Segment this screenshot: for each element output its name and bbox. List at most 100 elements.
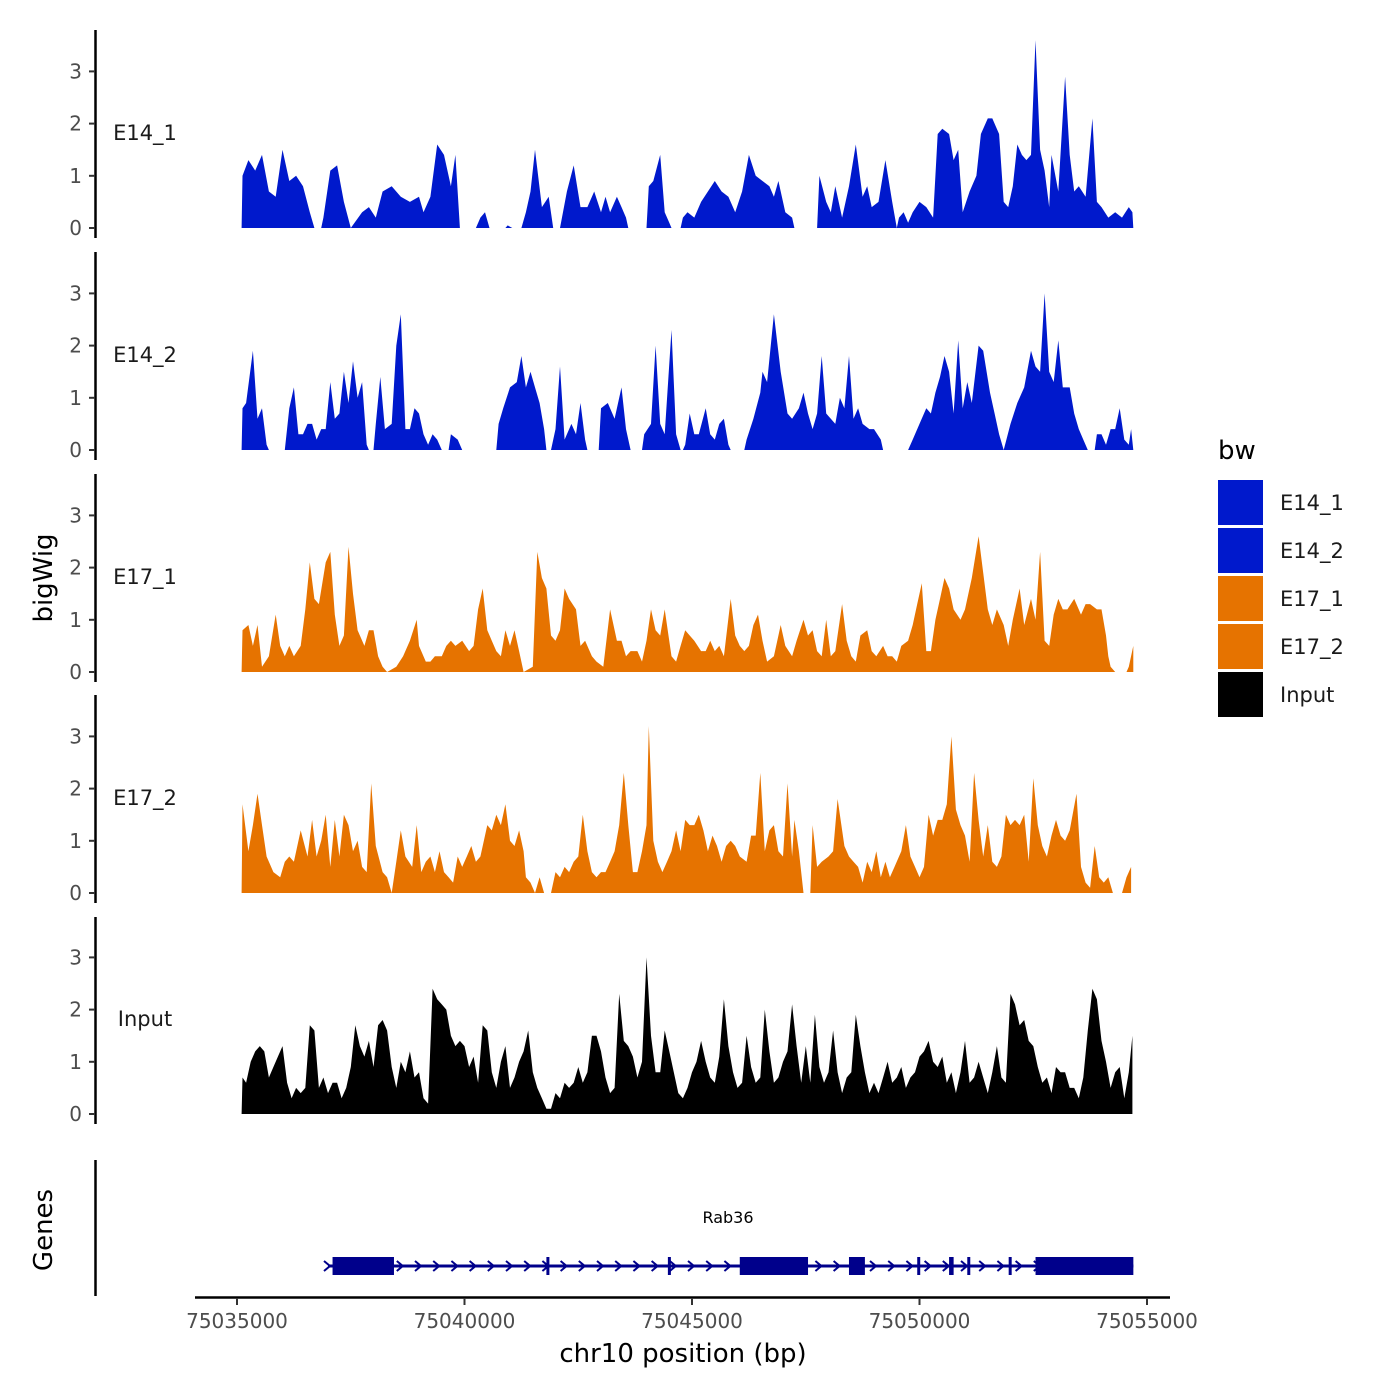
- signal-area: [241, 40, 1134, 228]
- y-tick-label: 1: [69, 829, 82, 853]
- gene-exon: [1035, 1257, 1134, 1275]
- legend-item-e14-2: E14_2: [1218, 528, 1344, 573]
- track-e14-1: 0 1 2 3 E14_1: [69, 30, 1134, 240]
- legend: bw E14_1 E14_2 E17_1 E17_2 Input: [1218, 436, 1344, 717]
- track-e14-2: 0 1 2 3 E14_2: [69, 252, 1134, 462]
- signal-area: [241, 293, 1134, 450]
- gene-exon: [967, 1257, 971, 1275]
- legend-label: E14_2: [1280, 539, 1344, 564]
- gene-exon: [1008, 1257, 1012, 1275]
- strand-arrow: [414, 1260, 423, 1272]
- legend-label: E17_1: [1280, 587, 1344, 612]
- y-tick-label: 0: [69, 1102, 82, 1126]
- strand-arrow: [832, 1260, 842, 1272]
- track-e17-1: 0 1 2 3 E17_1: [69, 474, 1134, 684]
- y-tick-label: 2: [69, 777, 82, 801]
- y-tick-label: 1: [69, 164, 82, 188]
- track-label: E17_1: [113, 565, 177, 590]
- strand-arrow: [723, 1260, 732, 1272]
- y-tick-label: 3: [69, 945, 82, 969]
- strand-arrow: [487, 1260, 496, 1272]
- y-axis-title: bigWig: [29, 533, 59, 622]
- legend-swatch: [1218, 624, 1263, 669]
- legend-item-e17-1: E17_1: [1218, 576, 1344, 621]
- gene-exon: [332, 1257, 394, 1275]
- track-label: E14_1: [113, 121, 177, 146]
- gene-model-rab36: [323, 1257, 1134, 1275]
- legend-label: E14_1: [1280, 491, 1344, 516]
- strand-arrow: [1014, 1260, 1024, 1272]
- y-tick-label: 1: [69, 1050, 82, 1074]
- signal-tracks: 0 1 2 3 E14_1 0 1 2 3 E14_2 0 1 2 3 E17_1 0 1 2 3 E17_2 0 1 2 3…: [69, 30, 1134, 1126]
- signal-area: [241, 957, 1133, 1114]
- strand-arrow: [523, 1260, 532, 1272]
- y-tick-label: 3: [69, 503, 82, 527]
- signal-area: [241, 536, 1134, 672]
- strand-arrow: [942, 1260, 951, 1272]
- y-tick-label: 2: [69, 998, 82, 1022]
- gene-exon: [949, 1257, 954, 1275]
- x-tick-label: 75035000: [186, 1309, 288, 1333]
- strand-arrow: [705, 1260, 714, 1272]
- gene-label-rab36: Rab36: [702, 1208, 753, 1227]
- strand-arrow: [505, 1260, 514, 1272]
- strand-arrow: [669, 1260, 678, 1272]
- x-axis: 75035000 75040000 75045000 75050000 75055000…: [186, 1296, 1198, 1369]
- strand-arrow: [923, 1260, 933, 1272]
- x-tick-label: 75055000: [1096, 1309, 1198, 1333]
- legend-item-input: Input: [1218, 672, 1334, 717]
- y-tick-label: 3: [69, 724, 82, 748]
- y-tick-label: 1: [69, 386, 82, 410]
- strand-arrow: [450, 1260, 459, 1272]
- strand-arrow: [614, 1260, 623, 1272]
- strand-arrow: [432, 1260, 441, 1272]
- legend-swatch: [1218, 528, 1263, 573]
- y-tick-label: 1: [69, 608, 82, 632]
- strand-arrow: [996, 1260, 1005, 1272]
- x-tick-label: 75045000: [641, 1309, 743, 1333]
- strand-arrow: [687, 1260, 696, 1272]
- legend-swatch: [1218, 672, 1263, 717]
- strand-arrow: [578, 1260, 587, 1272]
- track-input: 0 1 2 3 Input: [69, 917, 1133, 1126]
- track-label: E14_2: [113, 343, 177, 368]
- track-label: E17_2: [113, 786, 177, 811]
- strand-arrow: [814, 1260, 823, 1272]
- strand-arrow: [887, 1260, 896, 1272]
- y-tick-label: 2: [69, 334, 82, 358]
- legend-swatch: [1218, 480, 1263, 525]
- x-axis-title: chr10 position (bp): [559, 1339, 806, 1369]
- gene-exon: [917, 1257, 921, 1275]
- gene-exon: [546, 1257, 550, 1275]
- strand-arrow: [632, 1260, 641, 1272]
- y-tick-label: 0: [69, 660, 82, 684]
- strand-arrow: [396, 1260, 405, 1272]
- strand-arrow: [323, 1260, 332, 1272]
- y-tick-label: 2: [69, 556, 82, 580]
- y-tick-label: 0: [69, 216, 82, 240]
- legend-label: E17_2: [1280, 635, 1344, 660]
- strand-arrow: [596, 1260, 605, 1272]
- strand-arrow: [905, 1260, 914, 1272]
- legend-title: bw: [1218, 436, 1256, 466]
- genes-axis-title: Genes: [29, 1189, 59, 1271]
- strand-arrow: [869, 1260, 878, 1272]
- strand-arrow: [960, 1260, 969, 1272]
- gene-exon: [739, 1257, 809, 1275]
- legend-label: Input: [1280, 683, 1334, 707]
- track-label: Input: [118, 1007, 172, 1031]
- signal-area: [241, 726, 1132, 893]
- y-tick-label: 3: [69, 281, 82, 305]
- legend-swatch: [1218, 576, 1263, 621]
- strand-arrow: [468, 1260, 478, 1272]
- y-tick-label: 0: [69, 438, 82, 462]
- strand-arrow: [559, 1260, 569, 1272]
- y-tick-label: 0: [69, 881, 82, 905]
- legend-item-e14-1: E14_1: [1218, 480, 1344, 525]
- x-tick-label: 75040000: [414, 1309, 516, 1333]
- gene-exon: [667, 1257, 671, 1275]
- y-tick-label: 3: [69, 59, 82, 83]
- genes-panel: Genes Rab36: [29, 1160, 1134, 1296]
- gene-exon: [848, 1257, 865, 1275]
